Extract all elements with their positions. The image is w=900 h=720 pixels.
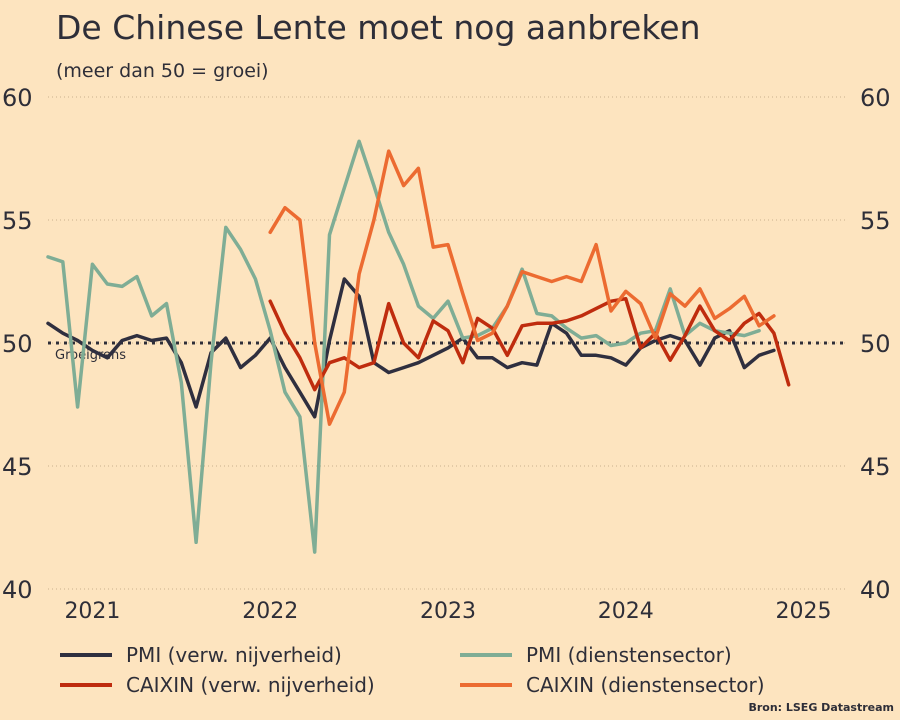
legend-swatch xyxy=(460,683,512,687)
legend: PMI (verw. nijverheid) PMI (dienstensect… xyxy=(60,643,860,697)
y-tick-label-right: 45 xyxy=(860,453,891,481)
series-line xyxy=(46,139,761,554)
series-line xyxy=(268,149,776,426)
source-note: Bron: LSEG Datastream xyxy=(748,701,894,714)
y-tick-label-left: 45 xyxy=(2,453,33,481)
legend-label: PMI (verw. nijverheid) xyxy=(126,643,342,667)
y-tick-label-left: 60 xyxy=(2,84,33,112)
legend-item: PMI (dienstensector) xyxy=(460,643,860,667)
legend-item: CAIXIN (dienstensector) xyxy=(460,673,860,697)
legend-label: CAIXIN (verw. nijverheid) xyxy=(126,673,375,697)
legend-item: CAIXIN (verw. nijverheid) xyxy=(60,673,460,697)
x-tick-label: 2021 xyxy=(64,599,120,624)
legend-label: PMI (dienstensector) xyxy=(526,643,732,667)
x-tick-label: 2023 xyxy=(420,599,476,624)
series-line xyxy=(268,296,791,392)
y-tick-label-right: 55 xyxy=(860,207,891,235)
y-tick-label-right: 40 xyxy=(860,576,891,604)
y-tick-label-left: 40 xyxy=(2,576,33,604)
legend-swatch xyxy=(460,653,512,657)
chart-subtitle: (meer dan 50 = groei) xyxy=(56,60,269,82)
legend-item: PMI (verw. nijverheid) xyxy=(60,643,460,667)
legend-label: CAIXIN (dienstensector) xyxy=(526,673,765,697)
y-tick-label-right: 60 xyxy=(860,84,891,112)
chart-title: De Chinese Lente moet nog aanbreken xyxy=(56,8,701,47)
x-tick-label: 2024 xyxy=(598,599,654,624)
y-tick-label-left: 50 xyxy=(2,330,33,358)
x-tick-label: 2025 xyxy=(776,599,832,624)
y-tick-label-left: 55 xyxy=(2,207,33,235)
series-line xyxy=(46,277,776,419)
legend-swatch xyxy=(60,653,112,657)
legend-swatch xyxy=(60,683,112,687)
x-tick-label: 2022 xyxy=(242,599,298,624)
y-tick-label-right: 50 xyxy=(860,330,891,358)
